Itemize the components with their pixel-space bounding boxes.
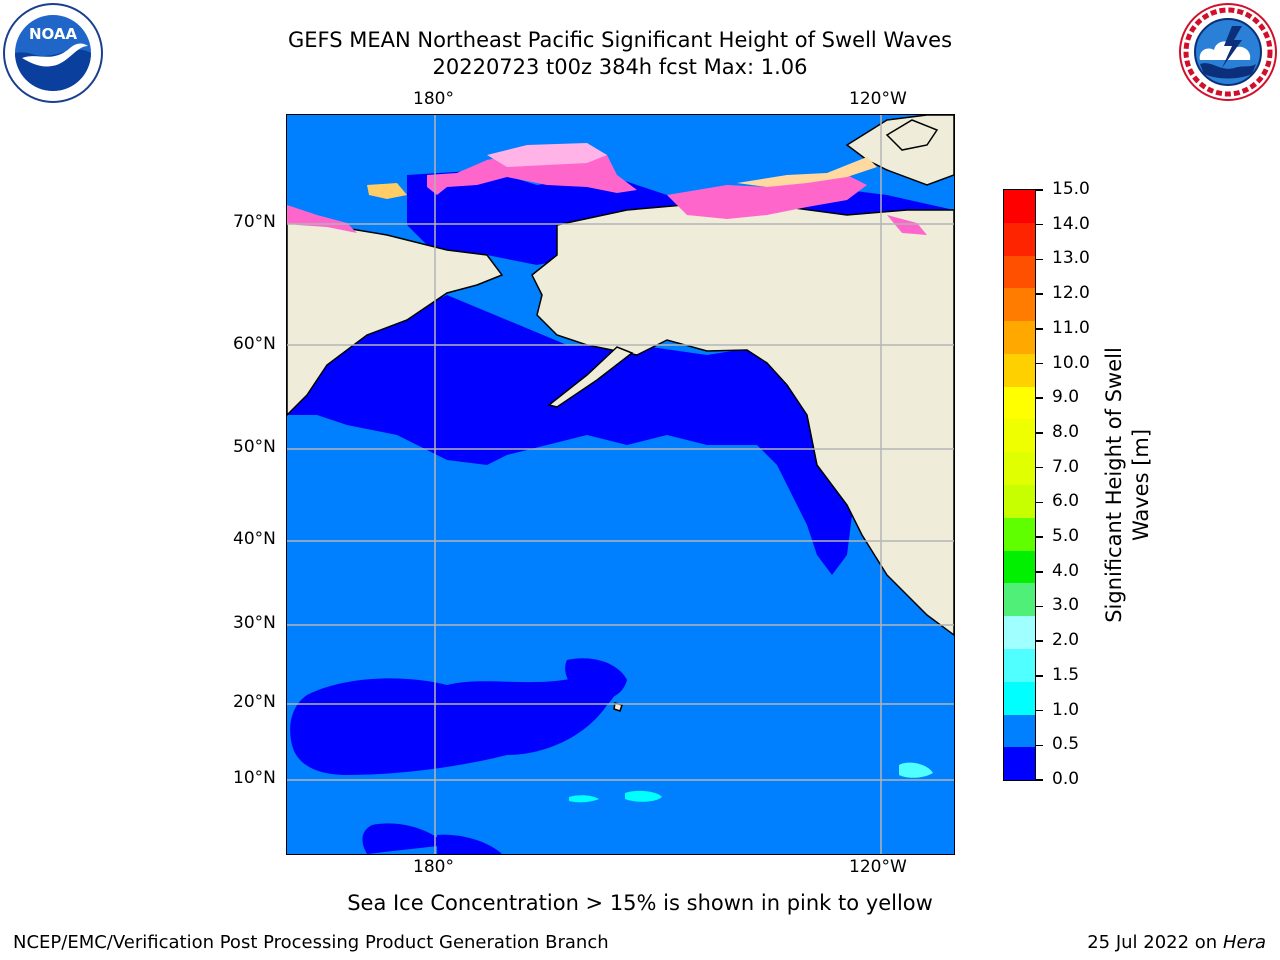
colorbar-label-line1: Significant Height of Swell	[1102, 347, 1126, 623]
chart-title: GEFS MEAN Northeast Pacific Significant …	[287, 28, 953, 52]
colorbar-tick-label: 0.0	[1052, 769, 1080, 789]
lon-tick-top-180: 180°	[413, 89, 454, 109]
colorbar-tick-mark	[1036, 432, 1043, 434]
colorbar-tick-mark	[1036, 223, 1043, 226]
lat-tick-50n: 50°N	[233, 437, 276, 457]
colorbar-tick-label: 9.0	[1052, 387, 1080, 408]
colorbar-segment	[1004, 321, 1035, 354]
footer-date-text: 25 Jul 2022 on	[1087, 932, 1223, 953]
colorbar-tick-mark	[1036, 536, 1043, 538]
colorbar-tick-mark	[1036, 189, 1043, 191]
colorbar-tick-mark	[1036, 640, 1043, 642]
colorbar-tick-label: 15.0	[1052, 179, 1090, 199]
colorbar-tick-mark	[1036, 293, 1043, 295]
footer-host: Hera	[1222, 932, 1266, 953]
colorbar-tick-mark	[1036, 466, 1043, 469]
colorbar-tick-mark	[1036, 328, 1043, 330]
colorbar-tick-label: 10.0	[1052, 352, 1090, 373]
sea-ice-caption: Sea Ice Concentration > 15% is shown in …	[347, 891, 933, 915]
sea-ice-overlay	[287, 143, 927, 235]
colorbar-segment	[1004, 583, 1035, 617]
colorbar-tick-label: 6.0	[1052, 491, 1080, 512]
colorbar-tick-mark	[1036, 362, 1043, 365]
nws-logo	[1178, 2, 1278, 102]
colorbar-segment	[1004, 222, 1035, 256]
land-masses	[287, 115, 954, 712]
swell-height-map	[287, 115, 954, 854]
colorbar-tick-label: 11.0	[1052, 317, 1090, 338]
colorbar-tick-label: 12.0	[1052, 283, 1090, 304]
colorbar-segment	[1004, 386, 1035, 420]
colorbar-segment	[1004, 616, 1035, 649]
colorbar-tick-label: 0.5	[1052, 734, 1080, 755]
noaa-logo-text: NOAA	[29, 25, 78, 43]
colorbar-label-line2: Waves [m]	[1129, 428, 1153, 542]
colorbar-tick-label: 7.0	[1052, 456, 1080, 477]
noaa-logo: NOAA	[2, 2, 104, 104]
colorbar-tick-mark	[1036, 709, 1043, 712]
colorbar-tick-label: 2.0	[1052, 630, 1080, 651]
colorbar-tick-mark	[1036, 501, 1043, 504]
colorbar-segment	[1004, 190, 1035, 223]
colorbar-tick-label: 4.0	[1052, 560, 1080, 581]
colorbar-tick-label: 3.0	[1052, 595, 1080, 616]
colorbar-segment	[1004, 452, 1035, 486]
lon-tick-bottom-180: 180°	[413, 857, 454, 877]
colorbar-segment	[1004, 550, 1035, 584]
colorbar-tick-label: 8.0	[1052, 421, 1080, 442]
swell-mid-patches	[569, 762, 933, 803]
colorbar-segment	[1004, 517, 1035, 551]
colorbar-tick-mark	[1036, 605, 1043, 608]
colorbar-tick-mark	[1036, 779, 1043, 781]
lat-tick-70n: 70°N	[233, 212, 276, 232]
lat-tick-20n: 20°N	[233, 692, 276, 712]
colorbar-segment	[1004, 714, 1035, 748]
colorbar-segment	[1004, 419, 1035, 453]
lat-tick-10n: 10°N	[233, 768, 276, 788]
footer-date: 25 Jul 2022 on Hera	[1087, 932, 1266, 953]
colorbar-tick-mark	[1036, 744, 1043, 747]
lat-tick-60n: 60°N	[233, 334, 276, 354]
colorbar-tick-label: 1.5	[1052, 664, 1080, 685]
graticule	[287, 115, 954, 854]
lat-tick-30n: 30°N	[233, 613, 276, 633]
footer-credit: NCEP/EMC/Verification Post Processing Pr…	[13, 932, 609, 953]
colorbar-segment	[1004, 485, 1035, 518]
colorbar-tick-label: 1.0	[1052, 699, 1080, 720]
lon-tick-bottom-120w: 120°W	[849, 857, 907, 877]
lon-tick-top-120w: 120°W	[849, 89, 907, 109]
colorbar-tick-mark	[1036, 571, 1043, 573]
colorbar-segment	[1004, 255, 1035, 289]
colorbar-segment	[1004, 648, 1035, 682]
lat-tick-40n: 40°N	[233, 529, 276, 549]
colorbar-segment	[1004, 288, 1035, 322]
colorbar-segment	[1004, 681, 1035, 715]
colorbar-tick-label: 14.0	[1052, 213, 1090, 234]
colorbar	[1003, 189, 1036, 781]
colorbar-segment	[1004, 747, 1035, 781]
colorbar-tick-mark	[1036, 675, 1043, 677]
colorbar-tick-mark	[1036, 258, 1043, 261]
colorbar-tick-label: 13.0	[1052, 248, 1090, 269]
map-panel	[287, 115, 954, 854]
chart-subtitle: 20220723 t00z 384h fcst Max: 1.06	[432, 55, 808, 79]
colorbar-tick-mark	[1036, 397, 1043, 399]
colorbar-tick-label: 5.0	[1052, 526, 1080, 547]
colorbar-segment	[1004, 353, 1035, 387]
